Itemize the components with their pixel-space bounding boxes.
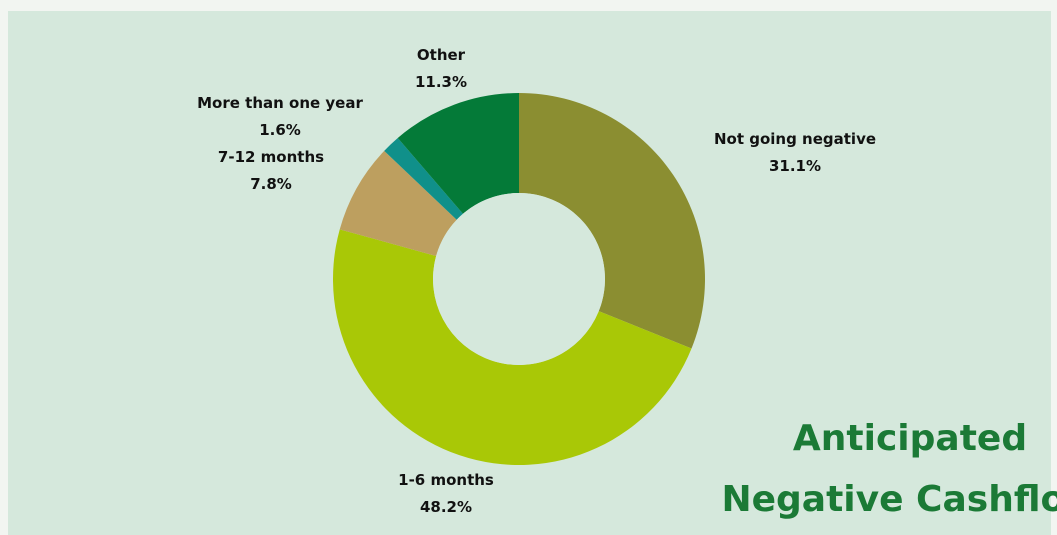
donut-slice-other (397, 93, 519, 214)
donut-slice-7-12-months (339, 150, 457, 257)
donut-slice-not-going-negative (519, 92, 706, 349)
slice-value-7-12-months: 7.8% (250, 175, 292, 193)
slice-value-more-than-one-year: 1.6% (259, 121, 301, 139)
slice-label-more-than-one-year: More than one year (197, 94, 363, 112)
slice-label-1-6-months: 1-6 months (398, 471, 494, 489)
chart-title-line-2: Negative Cashflow (721, 479, 1057, 520)
slice-value-other: 11.3% (415, 73, 467, 91)
slice-label-other: Other (417, 46, 466, 64)
slice-value-not-going-negative: 31.1% (769, 157, 821, 175)
slice-label-not-going-negative: Not going negative (714, 130, 876, 148)
donut-slices (332, 92, 706, 466)
chart-title-line-1: Anticipated (793, 418, 1027, 459)
slice-label-7-12-months: 7-12 months (218, 148, 324, 166)
donut-slice-1-6-months (332, 229, 692, 466)
donut-slice-more-than-one-year (384, 137, 463, 220)
donut-hole (433, 193, 605, 365)
slice-value-1-6-months: 48.2% (420, 498, 472, 516)
